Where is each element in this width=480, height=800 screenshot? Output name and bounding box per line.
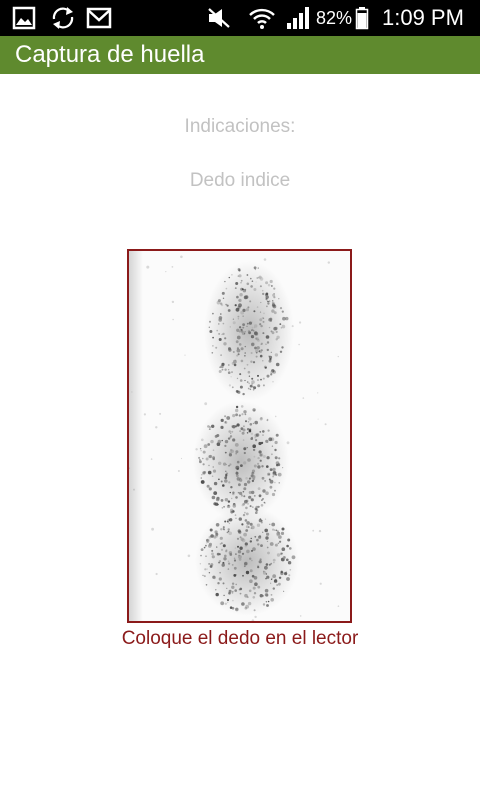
app-bar: Captura de huella: [0, 36, 480, 74]
signal-icon: [287, 7, 309, 29]
finger-label: Dedo indice: [189, 170, 291, 191]
gmail-icon: [86, 7, 112, 29]
status-message: Coloque el dedo en el lector: [121, 628, 359, 649]
instructions-title: Indicaciones:: [184, 116, 296, 137]
status-bar: 82% 1:09 PM: [0, 0, 480, 36]
page-title: Captura de huella: [15, 41, 205, 68]
battery-percentage: 82%: [316, 8, 353, 28]
fingerprint-frame: [127, 249, 352, 623]
sync-icon: [52, 7, 74, 29]
mute-icon: [208, 8, 230, 28]
fingerprint-scan-image: [129, 251, 350, 621]
battery-icon: [355, 7, 369, 30]
gallery-icon: [12, 6, 36, 30]
clock: 1:09 PM: [382, 5, 464, 30]
wifi-icon: [249, 8, 275, 29]
